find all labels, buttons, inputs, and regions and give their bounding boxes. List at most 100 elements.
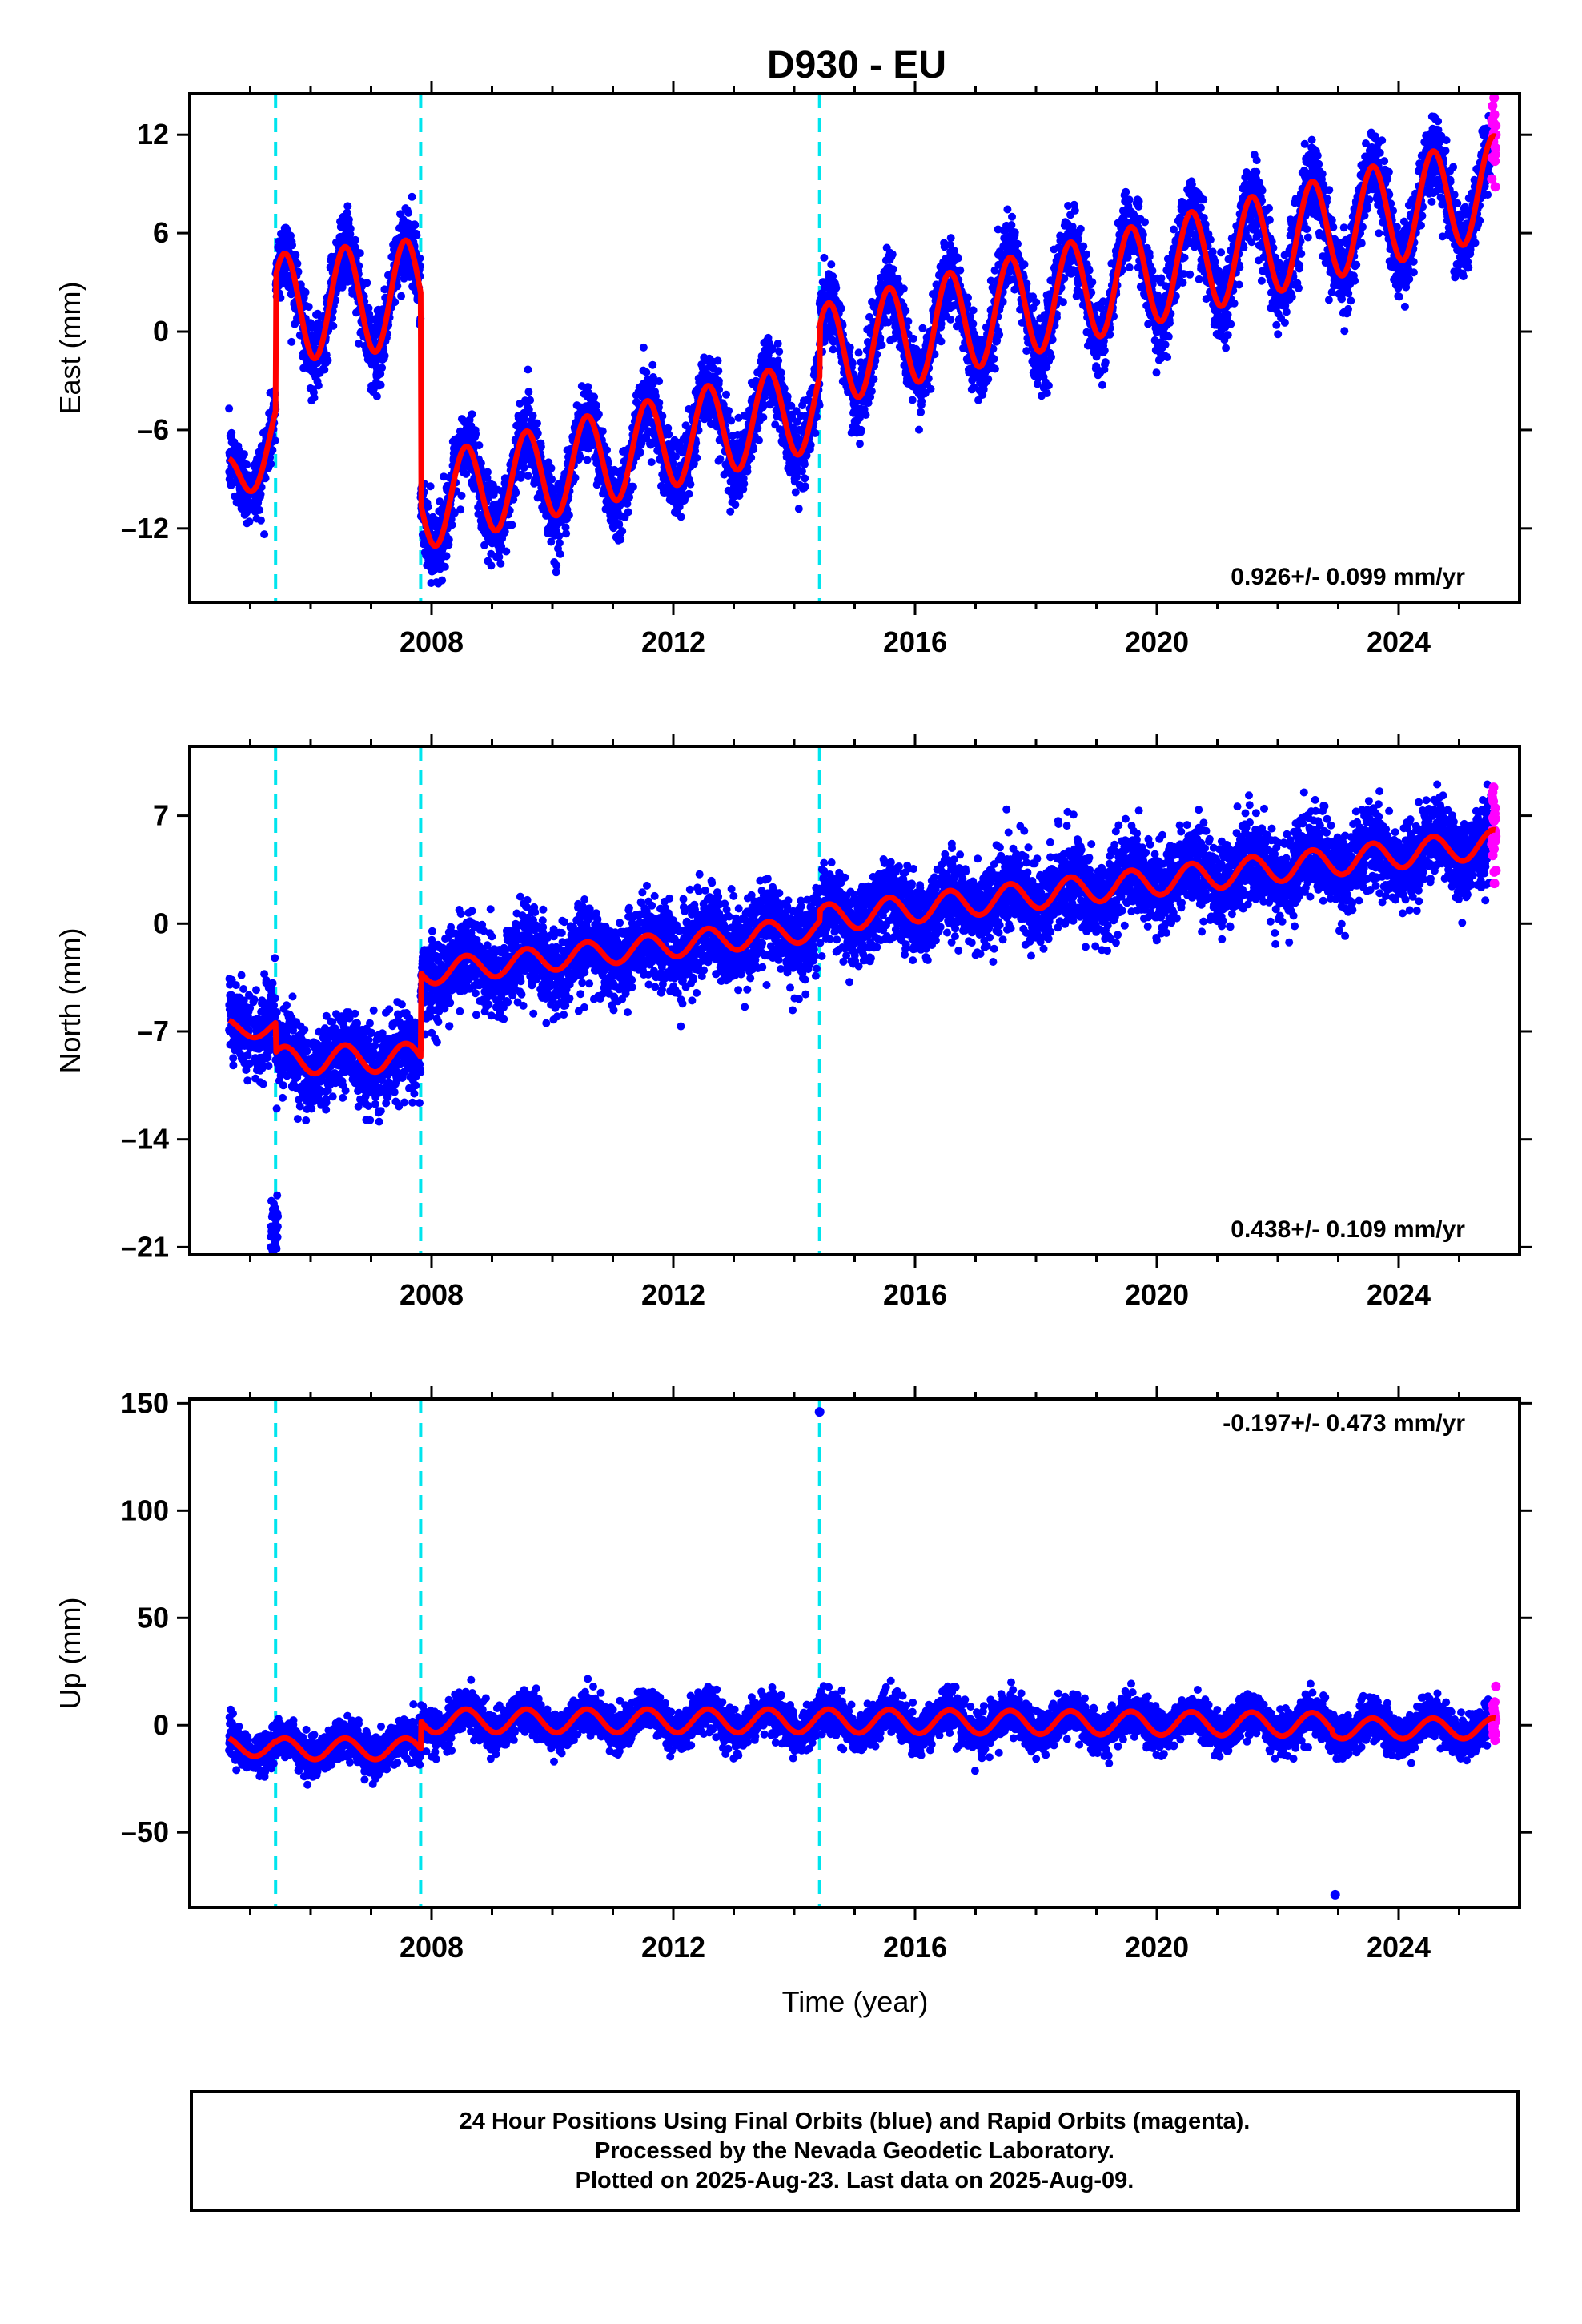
data-point xyxy=(533,419,541,428)
data-point xyxy=(774,356,783,365)
data-point xyxy=(508,521,516,529)
data-point xyxy=(628,482,637,491)
data-point xyxy=(244,471,253,480)
data-point xyxy=(901,306,910,315)
data-point xyxy=(404,208,413,217)
data-point xyxy=(323,356,332,364)
data-point xyxy=(946,234,955,243)
data-point xyxy=(755,436,763,444)
data-point xyxy=(857,425,865,434)
data-point xyxy=(731,501,740,509)
data-point xyxy=(448,521,456,529)
data-point xyxy=(438,576,447,585)
data-point xyxy=(343,202,352,211)
data-point xyxy=(547,464,556,472)
data-point xyxy=(899,284,908,293)
data-point xyxy=(877,341,886,350)
data-point xyxy=(380,352,389,360)
data-point xyxy=(329,321,338,330)
data-point xyxy=(378,364,387,372)
data-point xyxy=(856,440,864,448)
data-point xyxy=(1044,381,1053,390)
data-point xyxy=(293,259,302,268)
data-point xyxy=(351,235,359,244)
data-point xyxy=(759,413,768,422)
data-point xyxy=(783,392,792,401)
data-point xyxy=(889,265,897,274)
data-point xyxy=(726,507,735,516)
data-point xyxy=(727,416,736,425)
data-point xyxy=(1032,298,1041,307)
data-point xyxy=(777,368,785,377)
data-point xyxy=(576,453,584,461)
data-point xyxy=(665,430,673,439)
data-point xyxy=(655,398,664,407)
data-point xyxy=(904,317,913,326)
data-point xyxy=(331,296,340,304)
data-point xyxy=(261,474,270,483)
data-point xyxy=(946,315,955,324)
data-point xyxy=(243,460,251,469)
data-point xyxy=(749,445,758,454)
data-point xyxy=(867,387,876,396)
data-point xyxy=(475,441,484,450)
data-point xyxy=(355,339,363,348)
data-point xyxy=(245,517,254,526)
data-point xyxy=(484,468,492,476)
data-point xyxy=(743,467,752,476)
data-point xyxy=(533,429,542,437)
data-point xyxy=(271,436,279,445)
data-point xyxy=(555,538,564,547)
data-point xyxy=(408,192,416,201)
data-point xyxy=(917,397,926,406)
data-point xyxy=(984,375,993,384)
data-point xyxy=(801,474,809,483)
data-point xyxy=(677,513,685,521)
data-point xyxy=(1042,389,1051,397)
data-point xyxy=(845,343,854,352)
data-point xyxy=(1014,239,1022,248)
data-point xyxy=(524,388,533,396)
data-point xyxy=(618,527,627,536)
data-point xyxy=(520,464,528,472)
data-point xyxy=(837,304,845,312)
data-point xyxy=(590,392,599,401)
data-point xyxy=(655,377,664,385)
data-point xyxy=(791,488,800,497)
data-point xyxy=(227,428,236,437)
data-point xyxy=(1007,221,1016,229)
data-point xyxy=(291,251,300,259)
data-point xyxy=(775,348,784,356)
data-point xyxy=(820,253,829,262)
data-point xyxy=(562,529,571,538)
data-point xyxy=(1010,228,1019,237)
data-point xyxy=(440,562,449,571)
data-point xyxy=(301,287,310,296)
data-point xyxy=(794,505,803,513)
data-point xyxy=(528,412,537,420)
data-point xyxy=(564,511,573,520)
data-point xyxy=(956,266,965,275)
data-point xyxy=(524,472,532,480)
data-point xyxy=(685,489,693,498)
data-point xyxy=(426,482,435,491)
data-point xyxy=(926,384,935,393)
data-point xyxy=(592,401,600,410)
data-point xyxy=(647,458,656,467)
data-point xyxy=(990,364,999,373)
data-point xyxy=(556,549,564,558)
data-point xyxy=(320,365,329,374)
chart-title: D930 - EU xyxy=(767,44,946,86)
data-point xyxy=(524,365,532,374)
data-point xyxy=(512,489,520,497)
data-point xyxy=(257,516,265,525)
data-point xyxy=(686,480,695,489)
data-point xyxy=(344,215,353,224)
data-point xyxy=(624,508,632,517)
data-point xyxy=(472,429,480,438)
data-point xyxy=(496,559,505,568)
data-point xyxy=(526,396,535,404)
data-point xyxy=(444,535,453,544)
data-point xyxy=(239,450,248,459)
